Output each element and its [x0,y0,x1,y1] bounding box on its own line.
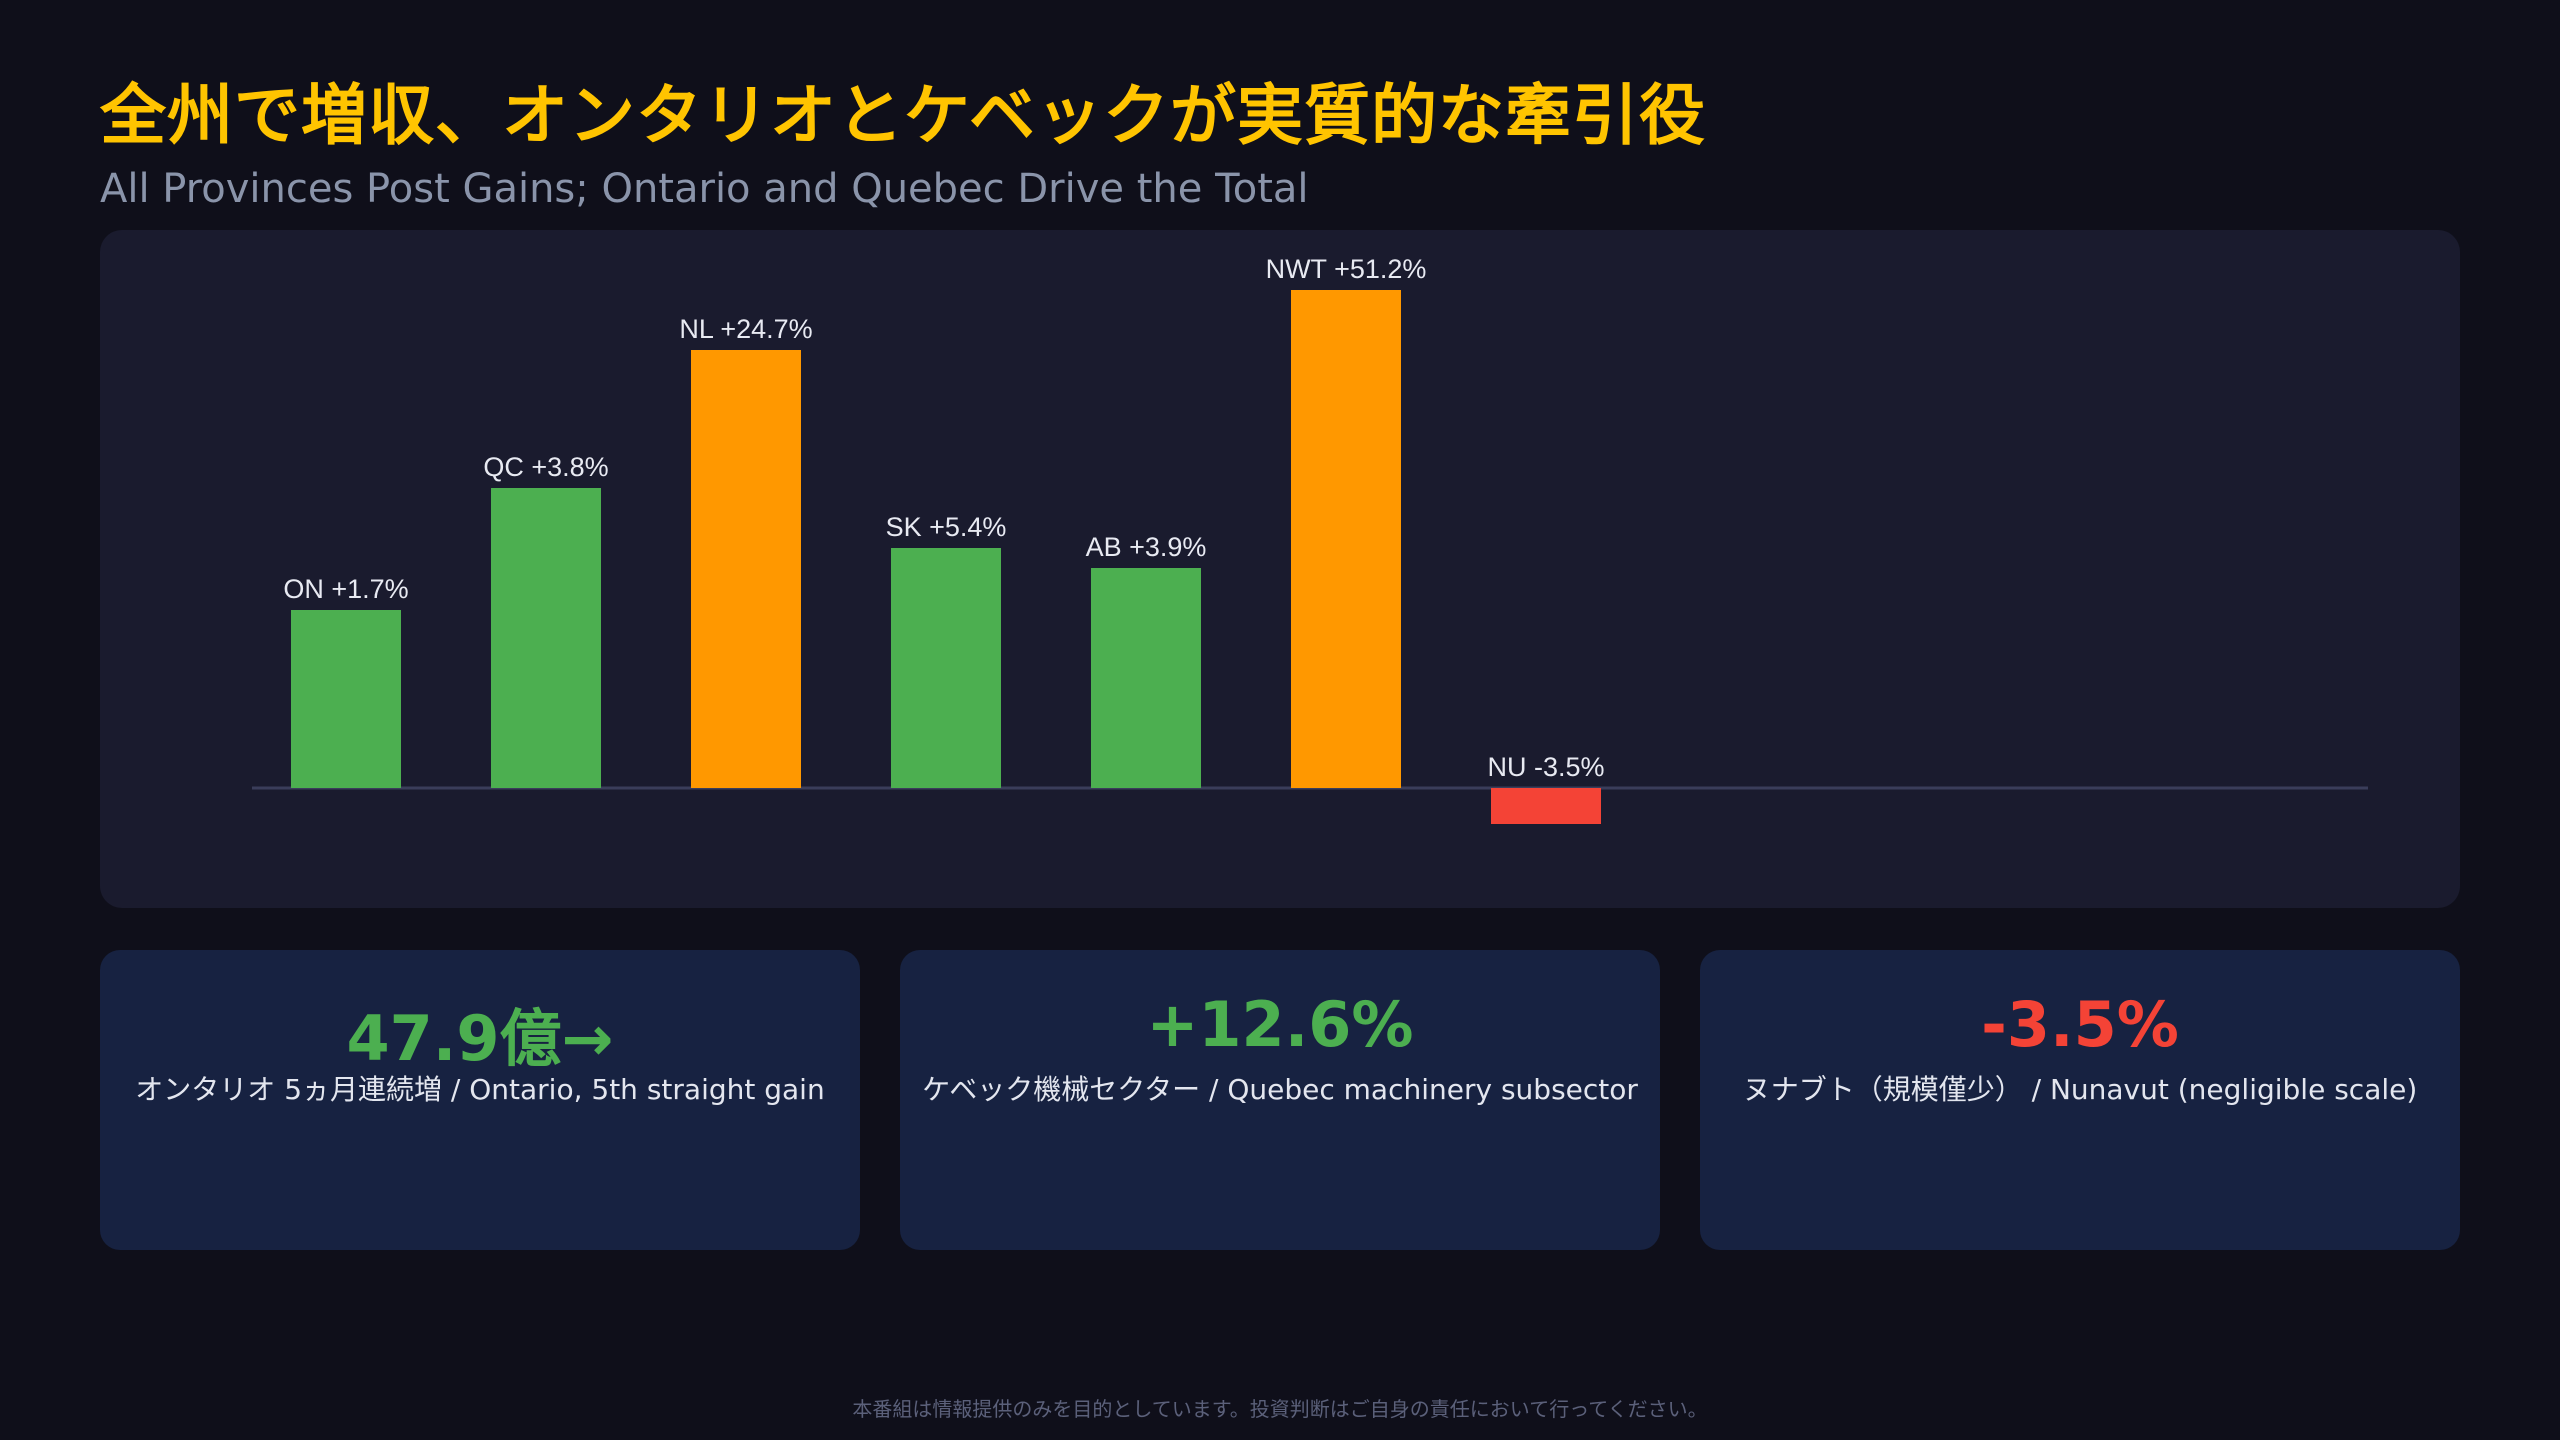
data-label-nl: NL +24.7% [679,314,812,344]
data-label-on: ON +1.7% [283,574,408,604]
data-label-qc: QC +3.8% [483,452,608,482]
page-title: 全州で増収、オンタリオとケベックが実質的な牽引役 [100,77,1707,154]
kpi-value: +12.6% [1146,988,1414,1061]
kpi-caption: ヌナブト（規模僅少） / Nunavut (negligible scale) [1742,1073,2418,1106]
kpi-card-quebec: +12.6% ケベック機械セクター / Quebec machinery sub… [900,950,1660,1250]
data-label-nu: NU -3.5% [1487,752,1604,782]
data-label-ab: AB +3.9% [1086,532,1207,562]
data-label-sk: SK +5.4% [886,512,1007,542]
bar-nl [691,350,801,788]
bar-sk [891,548,1001,788]
kpi-card-ontario: 47.9億→ オンタリオ 5ヵ月連続増 / Ontario, 5th strai… [100,950,860,1250]
disclaimer: 本番組は情報提供のみを目的としています。投資判断はご自身の責任において行ってくだ… [852,1397,1708,1421]
bar-nu [1491,788,1601,824]
kpi-caption: オンタリオ 5ヵ月連続増 / Ontario, 5th straight gai… [135,1073,825,1106]
kpi-card-nunavut: -3.5% ヌナブト（規模僅少） / Nunavut (negligible s… [1700,950,2460,1250]
kpi-value: 47.9億→ [346,1002,614,1075]
kpi-caption: ケベック機械セクター / Quebec machinery subsector [922,1073,1638,1106]
kpi-value: -3.5% [1981,988,2179,1061]
bar-on [291,610,401,788]
bar-qc [491,488,601,788]
page-subtitle: All Provinces Post Gains; Ontario and Qu… [100,166,1309,212]
bar-ab [1091,568,1201,788]
bar-chart: ON +1.7% QC +3.8% NL +24.7% SK +5.4% AB +3.9… [252,254,2368,824]
data-label-nwt: NWT +51.2% [1266,254,1427,284]
kpi-cards: 47.9億→ オンタリオ 5ヵ月連続増 / Ontario, 5th strai… [100,950,2460,1250]
bar-nwt [1291,290,1401,788]
chart-panel: ON +1.7% QC +3.8% NL +24.7% SK +5.4% AB +3.9… [100,230,2460,908]
